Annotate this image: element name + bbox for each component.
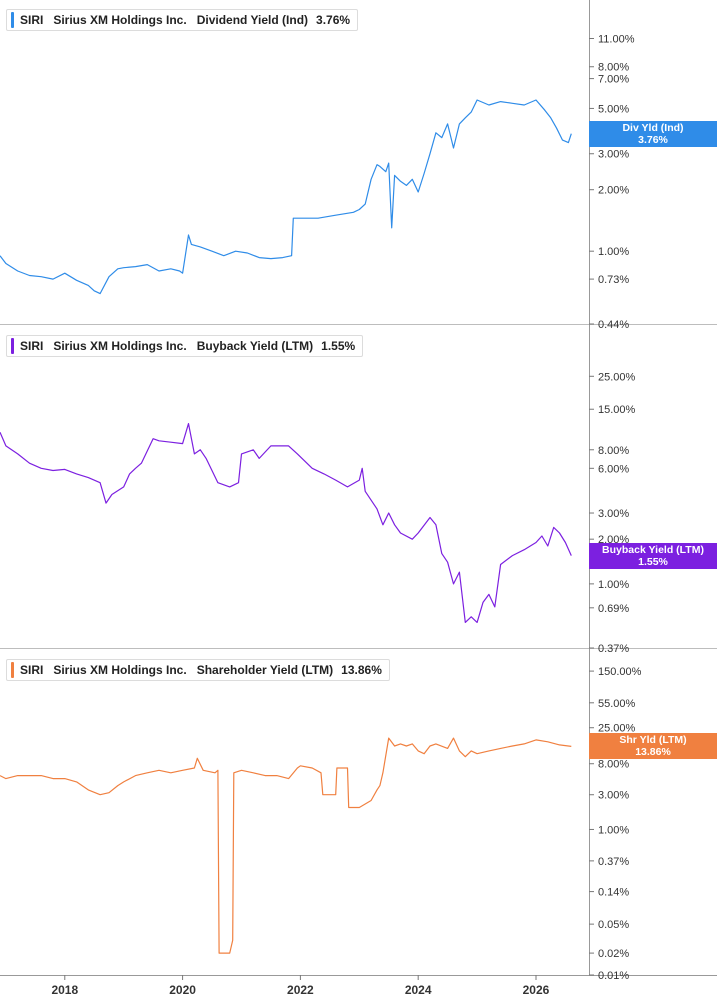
x-tick-label: 2020 bbox=[169, 983, 196, 997]
x-tick-label: 2026 bbox=[523, 983, 550, 997]
legend-ticker: SIRI bbox=[20, 13, 44, 27]
y-tick-label: 0.14% bbox=[598, 887, 629, 899]
y-tick-label: 8.00% bbox=[598, 62, 629, 74]
x-tick-label: 2022 bbox=[287, 983, 314, 997]
y-tick-label: 150.00% bbox=[598, 666, 642, 678]
y-tick-label: 0.37% bbox=[598, 643, 629, 655]
legend-company: Sirius XM Holdings Inc. bbox=[53, 13, 187, 27]
y-tick-label: 3.00% bbox=[598, 149, 629, 161]
y-tick-label: 0.73% bbox=[598, 274, 629, 286]
legend-color-swatch bbox=[11, 12, 14, 28]
tag-value: 13.86% bbox=[635, 746, 671, 759]
legend-ticker: SIRI bbox=[20, 339, 44, 353]
legend-dividend-yield: SIRI Sirius XM Holdings Inc. Dividend Yi… bbox=[6, 9, 359, 31]
y-tick-label: 0.44% bbox=[598, 319, 629, 331]
legend-company: Sirius XM Holdings Inc. bbox=[53, 663, 187, 677]
legend-metric: Shareholder Yield (LTM) bbox=[196, 663, 334, 677]
last-value-tag-dividend: Div Yld (Ind) 3.76% bbox=[589, 120, 717, 147]
y-tick-label: 1.00% bbox=[598, 824, 629, 836]
y-tick-label: 25.00% bbox=[598, 723, 636, 735]
x-tick-label: 2024 bbox=[405, 983, 432, 997]
legend-metric: Buyback Yield (LTM) bbox=[196, 339, 314, 353]
legend-value: 1.55% bbox=[321, 339, 356, 353]
y-tick-label: 7.00% bbox=[598, 74, 629, 86]
legend-value: 3.76% bbox=[316, 13, 351, 27]
y-tick-label: 2.00% bbox=[598, 185, 629, 197]
legend-color-swatch bbox=[11, 662, 14, 678]
legend-color-swatch bbox=[11, 338, 14, 354]
last-value-tag-buyback: Buyback Yield (LTM) 1.55% bbox=[589, 542, 717, 569]
legend-shareholder-yield: SIRI Sirius XM Holdings Inc. Shareholder… bbox=[6, 659, 390, 681]
y-tick-label: 0.69% bbox=[598, 603, 629, 615]
x-tick-label: 2018 bbox=[51, 983, 78, 997]
tag-label: Div Yld (Ind) bbox=[622, 121, 684, 134]
y-tick-label: 8.00% bbox=[598, 759, 629, 771]
tag-value: 3.76% bbox=[638, 133, 668, 146]
tag-value: 1.55% bbox=[638, 555, 668, 568]
y-tick-label: 1.00% bbox=[598, 579, 629, 591]
last-value-tag-shareholder: Shr Yld (LTM) 13.86% bbox=[589, 733, 717, 760]
series-line bbox=[0, 737, 572, 954]
series-line bbox=[0, 423, 572, 623]
y-tick-label: 1.00% bbox=[598, 246, 629, 258]
y-tick-label: 55.00% bbox=[598, 698, 636, 710]
legend-company: Sirius XM Holdings Inc. bbox=[53, 339, 187, 353]
legend-value: 13.86% bbox=[341, 663, 382, 677]
y-tick-label: 0.37% bbox=[598, 856, 629, 868]
y-tick-label: 3.00% bbox=[598, 508, 629, 520]
legend-metric: Dividend Yield (Ind) bbox=[196, 13, 309, 27]
y-tick-label: 15.00% bbox=[598, 404, 636, 416]
legend-ticker: SIRI bbox=[20, 663, 44, 677]
y-tick-label: 0.05% bbox=[598, 919, 629, 931]
legend-buyback-yield: SIRI Sirius XM Holdings Inc. Buyback Yie… bbox=[6, 335, 364, 357]
y-tick-label: 8.00% bbox=[598, 445, 629, 457]
y-tick-label: 0.02% bbox=[598, 948, 629, 960]
y-tick-label: 3.00% bbox=[598, 790, 629, 802]
y-tick-label: 0.01% bbox=[598, 970, 629, 982]
tag-label: Shr Yld (LTM) bbox=[619, 734, 687, 747]
y-tick-label: 5.00% bbox=[598, 103, 629, 115]
y-tick-label: 11.00% bbox=[598, 34, 635, 46]
y-tick-label: 25.00% bbox=[598, 371, 636, 383]
series-line bbox=[0, 99, 572, 295]
y-tick-label: 6.00% bbox=[598, 463, 629, 475]
tag-label: Buyback Yield (LTM) bbox=[602, 543, 704, 556]
